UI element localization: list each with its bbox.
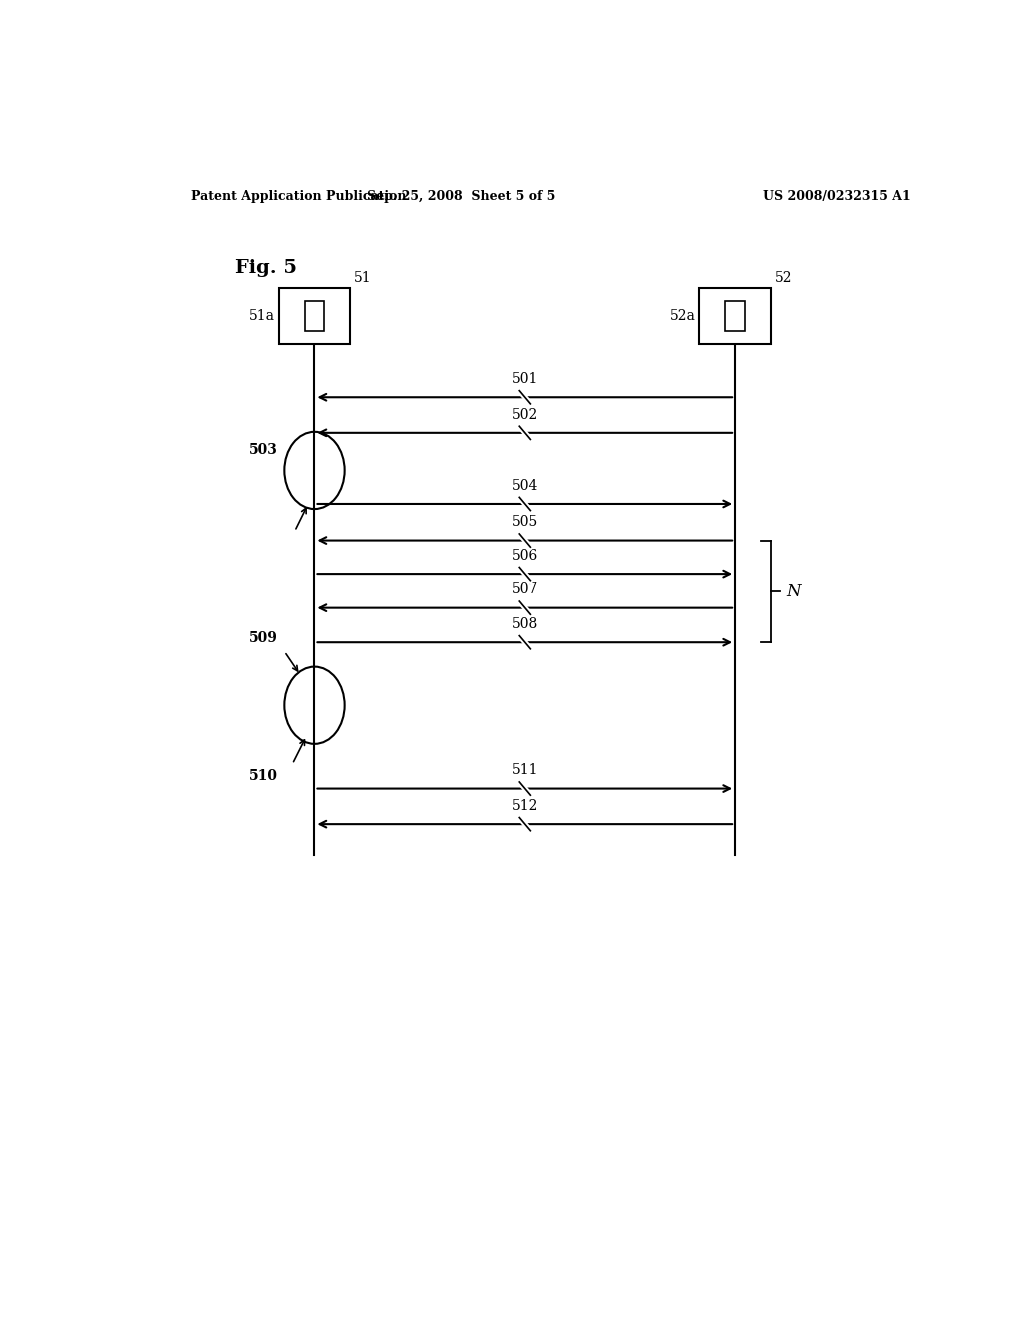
Bar xyxy=(725,301,745,331)
Bar xyxy=(279,288,350,345)
Text: 51a: 51a xyxy=(249,309,274,323)
Text: 52a: 52a xyxy=(670,309,695,323)
Text: 505: 505 xyxy=(512,515,538,529)
Text: Patent Application Publication: Patent Application Publication xyxy=(191,190,407,202)
Text: 507: 507 xyxy=(512,582,538,597)
Text: 503: 503 xyxy=(249,444,278,457)
Text: 502: 502 xyxy=(512,408,538,421)
Text: 509: 509 xyxy=(249,631,278,645)
Text: Fig. 5: Fig. 5 xyxy=(236,259,297,277)
Text: 508: 508 xyxy=(512,616,538,631)
Text: 506: 506 xyxy=(512,549,538,562)
Text: Sep. 25, 2008  Sheet 5 of 5: Sep. 25, 2008 Sheet 5 of 5 xyxy=(368,190,555,202)
Text: N: N xyxy=(786,583,801,599)
Bar xyxy=(304,301,325,331)
Text: 501: 501 xyxy=(512,372,538,385)
Text: 512: 512 xyxy=(512,799,538,813)
Text: 51: 51 xyxy=(354,271,372,285)
Text: 52: 52 xyxy=(775,271,793,285)
Bar xyxy=(699,288,771,345)
Text: 504: 504 xyxy=(512,479,538,492)
Text: 510: 510 xyxy=(249,770,278,783)
Text: 511: 511 xyxy=(512,763,538,777)
Text: US 2008/0232315 A1: US 2008/0232315 A1 xyxy=(763,190,910,202)
